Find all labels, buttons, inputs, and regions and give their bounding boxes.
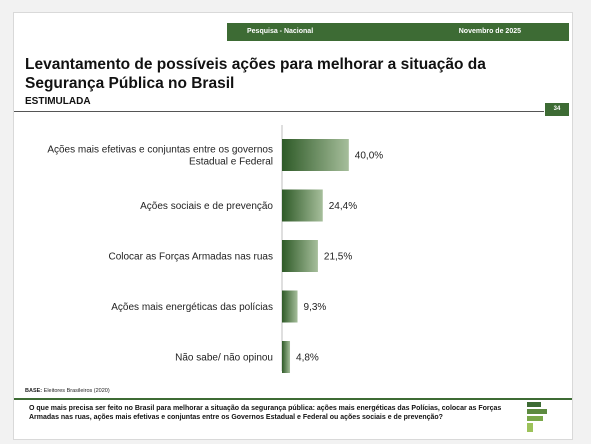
bar-3 <box>282 290 298 323</box>
title-divider <box>14 111 544 112</box>
page-subtitle: ESTIMULADA <box>25 96 91 107</box>
page-number: 34 <box>545 103 569 116</box>
category-label-1: Ações sociais e de prevenção <box>140 201 273 212</box>
page-title: Levantamento de possíveis ações para mel… <box>25 56 486 92</box>
footer-divider <box>14 398 572 400</box>
value-label-2: 21,5% <box>324 252 352 263</box>
date-label: Novembro de 2025 <box>458 28 521 35</box>
category-label-0-line-0: Ações mais efetivas e conjuntas entre os… <box>47 145 273 156</box>
category-label-2: Colocar as Forças Armadas nas ruas <box>108 252 273 263</box>
value-label-0: 40,0% <box>355 151 383 162</box>
header-bar: Pesquisa - Nacional Novembro de 2025 <box>227 23 569 41</box>
value-label-4: 4,8% <box>296 353 319 364</box>
bar-4 <box>282 341 291 373</box>
base-text: Eleitores Brasileiros (2020) <box>43 388 110 394</box>
category-label-4: Não sabe/ não opinou <box>175 353 273 364</box>
base-note: BASE: Eleitores Brasileiros (2020) <box>25 388 110 394</box>
bar-1 <box>282 189 323 222</box>
value-label-1: 24,4% <box>329 201 357 212</box>
category-label-0-line-1: Estadual e Federal <box>189 157 273 168</box>
question-text: O que mais precisa ser feito no Brasil p… <box>29 405 502 421</box>
value-label-3: 9,3% <box>304 302 327 313</box>
bar-0 <box>282 139 349 171</box>
slide: Pesquisa - Nacional Novembro de 2025 Lev… <box>13 12 573 440</box>
category-label-3: Ações mais energéticas das polícias <box>111 302 273 313</box>
brand-logo <box>527 402 547 432</box>
survey-label: Pesquisa - Nacional <box>247 28 314 35</box>
bar-chart: 40,0% Ações mais efetivas e conjuntas ent… <box>47 125 383 373</box>
bar-2 <box>282 240 318 272</box>
base-label: BASE: <box>25 388 43 394</box>
